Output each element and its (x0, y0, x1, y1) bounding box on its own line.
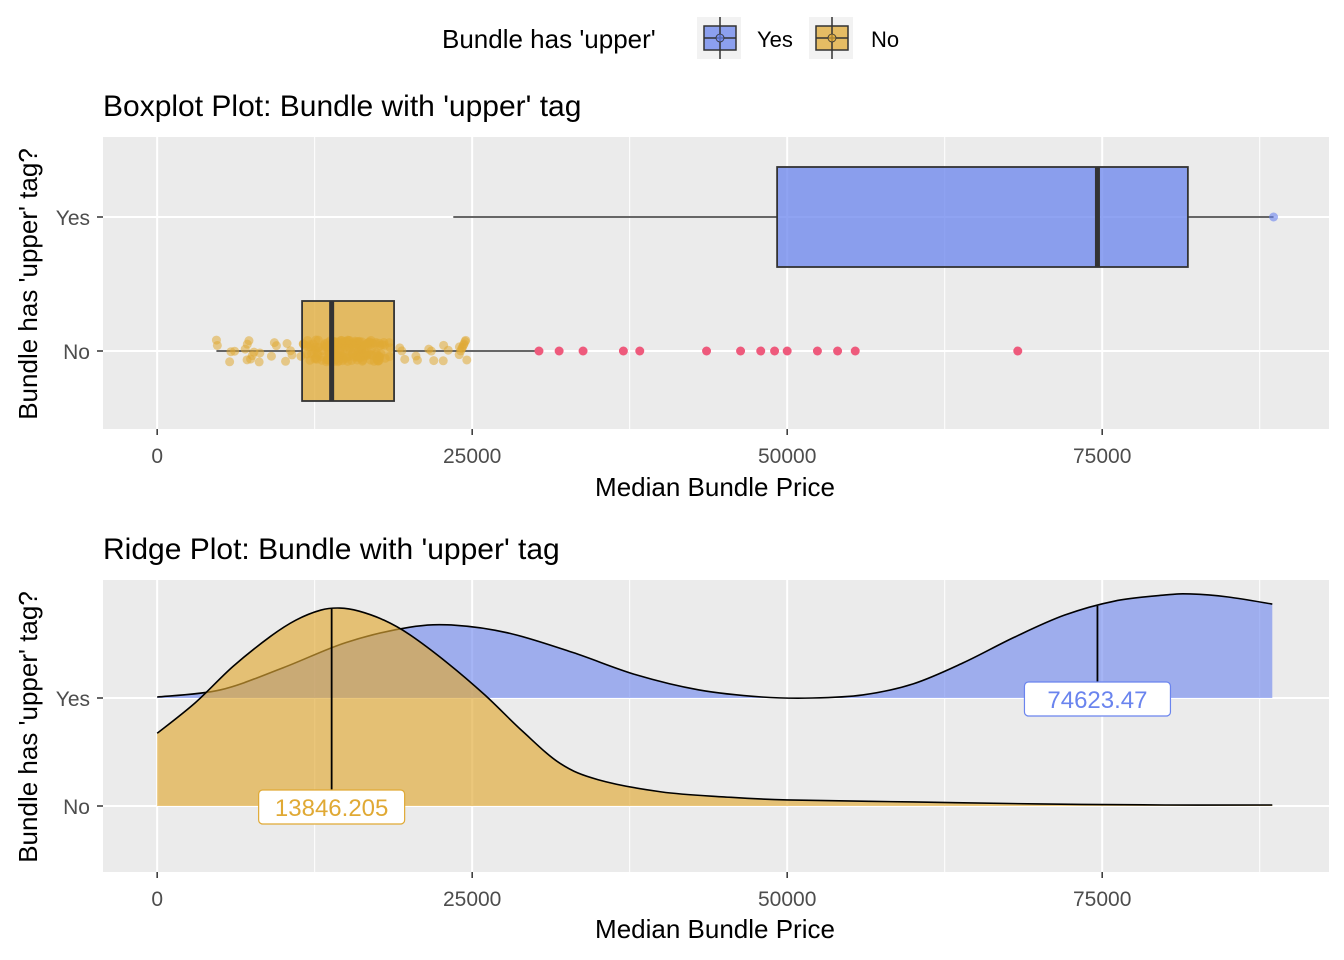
jitter-point (225, 357, 235, 367)
outlier-point (618, 346, 628, 356)
legend-title: Bundle has 'upper' (442, 24, 656, 54)
x-tick-label: 25000 (443, 888, 501, 911)
outlier-point (1013, 346, 1023, 356)
jitter-point (400, 354, 410, 364)
x-tick-label: 75000 (1073, 888, 1131, 911)
x-tick-label: 0 (151, 445, 163, 468)
jitter-point (266, 351, 276, 361)
jitter-point (454, 342, 464, 352)
jitter-point (254, 357, 264, 367)
y-tick-label: Yes (56, 688, 90, 711)
outlier-point (770, 346, 780, 356)
jitter-point (443, 345, 453, 355)
jitter-point (461, 335, 471, 345)
ridge-y-axis-label: Bundle has 'upper' tag? (13, 591, 43, 863)
outlier-point (554, 346, 564, 356)
legend-label-no: No (871, 27, 899, 52)
jitter-point (462, 355, 472, 365)
boxplot-title: Boxplot Plot: Bundle with 'upper' tag (103, 90, 581, 123)
jitter-point (240, 344, 250, 354)
box-yes (776, 166, 1189, 268)
median-label-box-yes (1023, 681, 1172, 717)
jitter-point (454, 350, 464, 360)
outlier-point (850, 346, 860, 356)
outlier-point (635, 346, 645, 356)
jitter-point (244, 336, 254, 346)
y-tick-label: Yes (56, 207, 90, 230)
median-label-box-no (258, 789, 406, 825)
outlier-point (578, 346, 588, 356)
ridge-panel: Ridge Plot: Bundle with 'upper' tag 7462… (13, 533, 1329, 944)
x-tick-label: 50000 (758, 888, 816, 911)
jitter-point (281, 356, 291, 366)
x-tick-label: 25000 (443, 445, 501, 468)
box-no (301, 300, 395, 402)
ridge-title: Ridge Plot: Bundle with 'upper' tag (103, 533, 560, 566)
x-tick-label: 75000 (1073, 445, 1131, 468)
jitter-point (249, 347, 259, 357)
outlier-point (812, 346, 822, 356)
boxplot-y-axis-label: Bundle has 'upper' tag? (13, 148, 43, 420)
x-tick-label: 50000 (758, 445, 816, 468)
outlier-point (782, 346, 792, 356)
outlier-point (833, 346, 843, 356)
jitter-point (287, 350, 297, 360)
y-tick-label: No (63, 796, 90, 819)
legend: Bundle has 'upper' Yes No (442, 17, 899, 59)
jitter-point (230, 346, 240, 356)
ridge-area-no (157, 607, 1273, 806)
ridge-x-axis-label: Median Bundle Price (595, 914, 835, 944)
median-label-no: 13846.205 (275, 795, 388, 822)
outlier-point (736, 346, 746, 356)
data-point (1269, 212, 1279, 222)
outlier-point (534, 346, 544, 356)
ridge-outline-no (156, 607, 1273, 806)
jitter-point (271, 341, 281, 351)
x-tick-label: 0 (151, 888, 163, 911)
outlier-point (756, 346, 766, 356)
jitter-point (429, 356, 439, 366)
y-tick-label: No (63, 341, 90, 364)
legend-label-yes: Yes (757, 27, 793, 52)
jitter-point (397, 346, 407, 356)
jitter-point (426, 346, 436, 356)
outlier-point (702, 346, 712, 356)
jitter-point (282, 339, 292, 349)
median-label-yes: 74623.47 (1047, 687, 1147, 714)
boxplot-panel: Boxplot Plot: Bundle with 'upper' tag 0 2… (13, 90, 1329, 502)
jitter-point (438, 356, 448, 366)
boxplot-x-axis-label: Median Bundle Price (595, 472, 835, 502)
jitter-point (212, 340, 222, 350)
jitter-point (412, 355, 422, 365)
